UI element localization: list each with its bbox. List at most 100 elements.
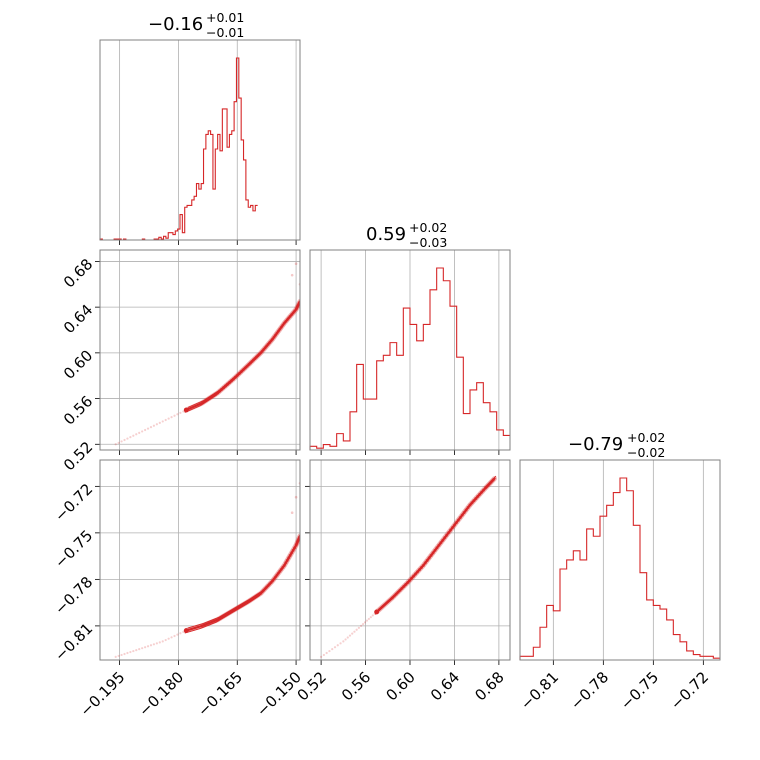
p32-xticklabel-0: 0.52 bbox=[294, 668, 330, 704]
p3-bin-3 bbox=[540, 627, 547, 660]
p31-outlier-0 bbox=[290, 511, 294, 515]
title-p2-lower: −0.03 bbox=[409, 235, 447, 250]
p21-yticklabel-2: 0.60 bbox=[60, 346, 96, 382]
p21-sample-point bbox=[120, 440, 123, 443]
p1-bin-44 bbox=[204, 149, 206, 240]
p21-sample-point bbox=[135, 433, 138, 436]
p21-contour bbox=[185, 300, 300, 412]
p1-bin-58 bbox=[236, 58, 238, 240]
p2-bin-24 bbox=[470, 390, 477, 450]
p32-sample-point bbox=[353, 630, 356, 633]
p2-bin-12 bbox=[390, 343, 397, 450]
p31-contour bbox=[185, 534, 300, 632]
p1-bin-35 bbox=[182, 233, 184, 240]
p1-bin-34 bbox=[180, 215, 182, 240]
p2-bin-3 bbox=[330, 446, 337, 450]
p31-point bbox=[183, 628, 189, 633]
p21-contour-outer-0 bbox=[184, 303, 299, 413]
p32-contour-outer-0 bbox=[374, 480, 494, 615]
title-p2-upper: +0.02 bbox=[409, 220, 447, 235]
p1-bin-63 bbox=[248, 207, 250, 240]
p31-sample-point bbox=[123, 652, 126, 656]
p1-bin-46 bbox=[208, 131, 210, 240]
panel-p2-hist bbox=[309, 249, 511, 455]
p31-sample-point bbox=[179, 632, 182, 635]
p21-sample-point bbox=[114, 443, 117, 446]
p1-bin-43 bbox=[201, 184, 203, 240]
p2-bin-4 bbox=[337, 434, 344, 450]
p3-bin-2 bbox=[533, 647, 540, 660]
p31-yticklabel-2: −0.75 bbox=[51, 527, 96, 572]
p32-point bbox=[374, 609, 380, 615]
p32-sample-point bbox=[339, 642, 342, 645]
p31-sample-point bbox=[126, 651, 129, 655]
p1-bin-33 bbox=[178, 229, 180, 240]
p32-xticklabel-3: 0.64 bbox=[427, 668, 463, 704]
p31-xticklabel-0: −0.195 bbox=[76, 668, 128, 720]
p31-sample-point bbox=[158, 641, 161, 644]
p1-bin-31 bbox=[173, 235, 175, 240]
p3-bin-11 bbox=[593, 536, 600, 660]
p31-sample-point bbox=[114, 655, 117, 658]
p2-frame bbox=[309, 249, 511, 451]
p1-frame bbox=[99, 39, 301, 241]
p21-sample-point bbox=[141, 430, 144, 433]
p1-bin-30 bbox=[171, 233, 173, 240]
p32-sample-point bbox=[348, 634, 352, 637]
p2-bin-21 bbox=[450, 306, 457, 450]
p21-contour-outer-1 bbox=[187, 300, 300, 408]
title-p3: −0.79 +0.02 −0.02 bbox=[568, 430, 665, 460]
p3-xticklabel-2: −0.75 bbox=[617, 668, 662, 713]
p31-sample-point bbox=[164, 638, 167, 642]
p3-bin-4 bbox=[547, 605, 554, 660]
p2-bin-15 bbox=[410, 324, 417, 450]
title-p2-median: 0.59 bbox=[366, 224, 406, 245]
p1-bin-59 bbox=[239, 98, 241, 240]
p1-bin-57 bbox=[234, 102, 236, 240]
p3-bin-20 bbox=[653, 605, 660, 660]
p1-bin-40 bbox=[194, 196, 196, 240]
p21-sample-point bbox=[176, 413, 179, 416]
p31-contour-outer-1 bbox=[187, 535, 300, 629]
p3-bin-18 bbox=[640, 573, 647, 660]
p2-bin-5 bbox=[343, 441, 350, 450]
title-p3-upper: +0.02 bbox=[627, 430, 665, 445]
p3-bin-0 bbox=[520, 656, 527, 660]
p21-sample-point bbox=[138, 431, 141, 434]
title-p3-median: −0.79 bbox=[568, 434, 623, 455]
p31-sample-point bbox=[132, 649, 135, 653]
p32-xticklabel-4: 0.68 bbox=[471, 668, 507, 704]
p21-marks bbox=[114, 262, 300, 446]
p2-bin-6 bbox=[350, 412, 357, 450]
p31-density-band bbox=[183, 533, 300, 634]
p3-bin-19 bbox=[647, 600, 654, 660]
p3-bin-28 bbox=[707, 656, 714, 660]
p3-xticklabel-0: −0.81 bbox=[517, 668, 562, 713]
p32-sample-point bbox=[367, 617, 370, 621]
p1-bin-66 bbox=[255, 205, 257, 240]
p21-sample-point bbox=[155, 423, 158, 426]
p3-bin-24 bbox=[680, 642, 687, 660]
p31-yticklabel-3: −0.72 bbox=[51, 480, 96, 525]
p2-bin-13 bbox=[397, 355, 404, 450]
p31-sample-point bbox=[135, 649, 138, 652]
p32-sample-point bbox=[361, 623, 365, 626]
p32-sample-point bbox=[333, 646, 337, 649]
p3-bin-5 bbox=[553, 611, 560, 660]
p32-sample-point bbox=[355, 628, 358, 631]
p32-sample-point bbox=[357, 626, 360, 629]
p3-bin-15 bbox=[620, 478, 627, 660]
p31-sample-point bbox=[143, 646, 147, 649]
p2-histogram bbox=[309, 267, 510, 450]
p21-outlier-1 bbox=[294, 262, 298, 266]
p31-yticklabel-0: −0.81 bbox=[51, 620, 96, 665]
p3-bin-21 bbox=[660, 609, 667, 660]
p1-bin-52 bbox=[222, 109, 224, 240]
p1-bin-55 bbox=[229, 134, 231, 240]
p1-bin-45 bbox=[206, 134, 208, 240]
p2-bin-8 bbox=[363, 399, 370, 450]
p3-bin-26 bbox=[693, 655, 700, 660]
p2-bin-22 bbox=[457, 357, 464, 450]
p1-bin-61 bbox=[244, 160, 246, 240]
p31-outlier-1 bbox=[294, 495, 298, 499]
